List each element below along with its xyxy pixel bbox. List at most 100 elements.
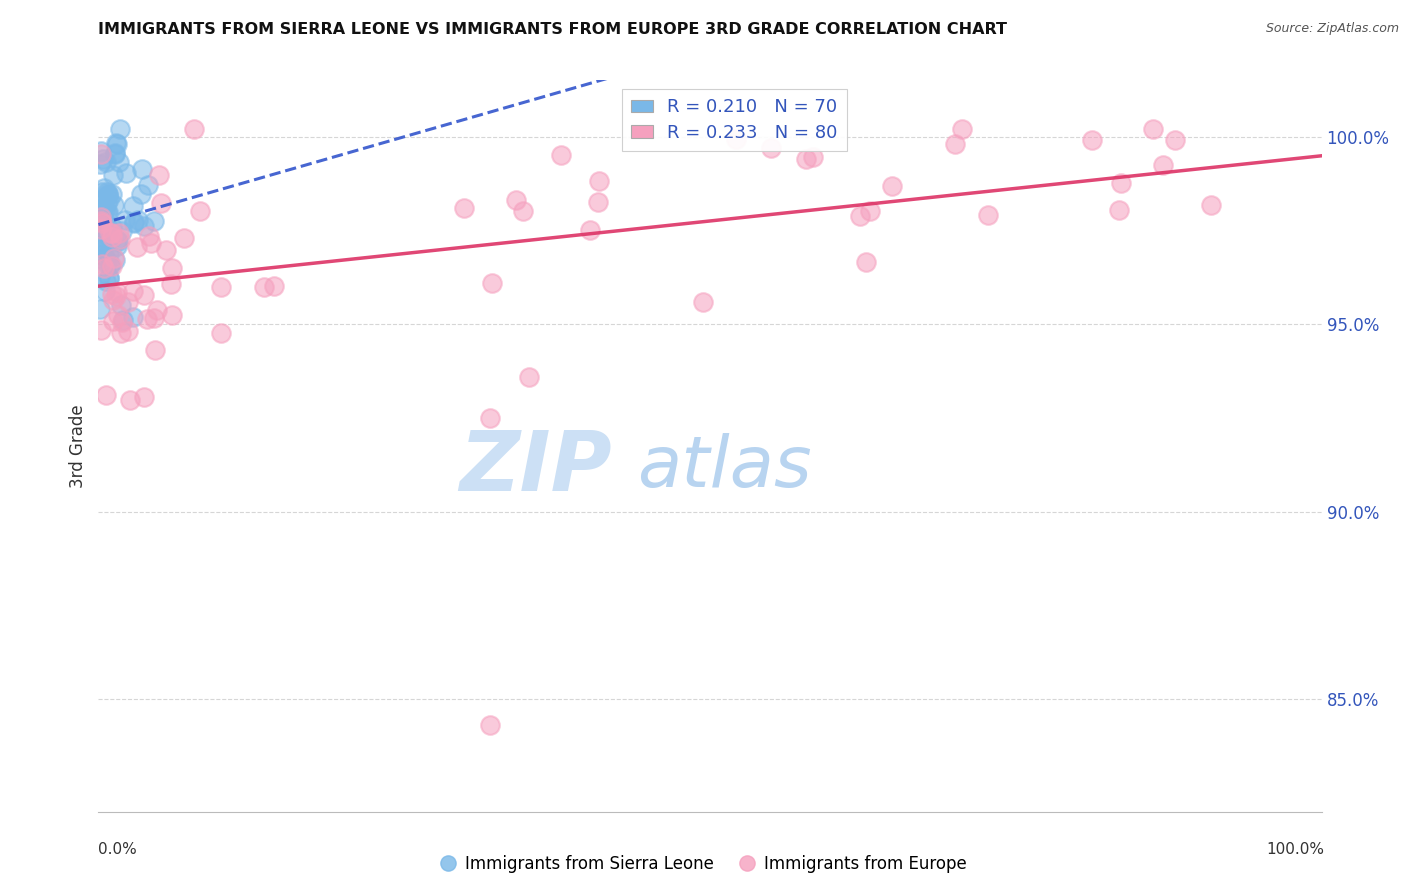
Point: [107, 308, 129, 322]
Point: [96, 274, 118, 288]
Point: [110, 326, 132, 340]
Point: [794, 152, 817, 166]
Point: [209, 326, 232, 341]
Text: IMMIGRANTS FROM SIERRA LEONE VS IMMIGRANTS FROM EUROPE 3RD GRADE CORRELATION CHA: IMMIGRANTS FROM SIERRA LEONE VS IMMIGRAN…: [98, 22, 1008, 37]
Point: [122, 215, 145, 229]
Point: [98, 231, 121, 245]
Point: [122, 285, 145, 299]
Y-axis label: 3rd Grade: 3rd Grade: [69, 404, 87, 488]
Point: [94, 202, 117, 217]
Point: [108, 226, 131, 240]
Point: [1109, 176, 1132, 190]
Point: [1108, 203, 1130, 218]
Point: [105, 285, 128, 299]
Point: [103, 168, 125, 182]
Point: [183, 122, 205, 136]
Point: [111, 224, 134, 238]
Point: [101, 314, 124, 328]
Point: [97, 221, 120, 235]
Point: [101, 230, 124, 244]
Point: [725, 132, 748, 146]
Point: [453, 201, 475, 215]
Point: [160, 308, 183, 322]
Point: [93, 261, 115, 276]
Point: [478, 718, 501, 732]
Point: [761, 141, 783, 155]
Point: [90, 257, 112, 271]
Point: [89, 248, 111, 262]
Point: [89, 238, 111, 252]
Point: [105, 233, 128, 247]
Point: [481, 276, 503, 290]
Point: [1081, 133, 1104, 147]
Point: [108, 231, 131, 245]
Point: [115, 166, 138, 180]
Point: [145, 302, 167, 317]
Point: [160, 277, 183, 291]
Point: [134, 390, 156, 404]
Point: [107, 154, 129, 169]
Point: [103, 197, 125, 211]
Point: [114, 212, 136, 227]
Point: [160, 260, 183, 275]
Point: [1152, 158, 1174, 172]
Point: [98, 192, 121, 206]
Point: [855, 255, 877, 269]
Point: [94, 285, 117, 299]
Point: [136, 311, 159, 326]
Point: [96, 257, 118, 271]
Text: 0.0%: 0.0%: [98, 842, 138, 856]
Point: [263, 279, 285, 293]
Point: [91, 242, 114, 256]
Point: [97, 187, 120, 202]
Text: Source: ZipAtlas.com: Source: ZipAtlas.com: [1265, 22, 1399, 36]
Point: [101, 293, 124, 308]
Point: [122, 216, 145, 230]
Point: [117, 294, 139, 309]
Point: [93, 180, 115, 194]
Text: atlas: atlas: [637, 434, 811, 502]
Point: [859, 204, 882, 219]
Point: [90, 213, 112, 227]
Point: [943, 136, 966, 151]
Point: [98, 246, 121, 260]
Point: [97, 271, 120, 285]
Point: [579, 223, 602, 237]
Point: [882, 178, 904, 193]
Point: [101, 259, 124, 273]
Point: [801, 150, 824, 164]
Point: [505, 194, 527, 208]
Point: [90, 222, 112, 236]
Point: [121, 310, 143, 324]
Point: [94, 214, 117, 228]
Point: [93, 153, 115, 167]
Point: [104, 289, 127, 303]
Point: [1142, 122, 1164, 136]
Point: [90, 211, 112, 225]
Point: [98, 257, 121, 271]
Legend: Immigrants from Sierra Leone, Immigrants from Europe: Immigrants from Sierra Leone, Immigrants…: [433, 848, 973, 880]
Point: [89, 193, 111, 207]
Point: [122, 199, 145, 213]
Point: [100, 226, 122, 240]
Legend: R = 0.210   N = 70, R = 0.233   N = 80: R = 0.210 N = 70, R = 0.233 N = 80: [623, 89, 846, 151]
Point: [100, 232, 122, 246]
Point: [94, 387, 117, 401]
Point: [96, 223, 118, 237]
Point: [89, 269, 111, 284]
Point: [105, 239, 128, 253]
Point: [692, 295, 714, 310]
Point: [120, 393, 142, 408]
Point: [138, 228, 160, 243]
Point: [1201, 198, 1223, 212]
Point: [94, 250, 117, 264]
Point: [89, 213, 111, 227]
Point: [512, 203, 534, 218]
Point: [252, 280, 274, 294]
Point: [104, 252, 127, 267]
Point: [117, 324, 139, 338]
Point: [586, 195, 609, 210]
Point: [90, 144, 112, 158]
Point: [136, 178, 159, 192]
Point: [101, 287, 124, 301]
